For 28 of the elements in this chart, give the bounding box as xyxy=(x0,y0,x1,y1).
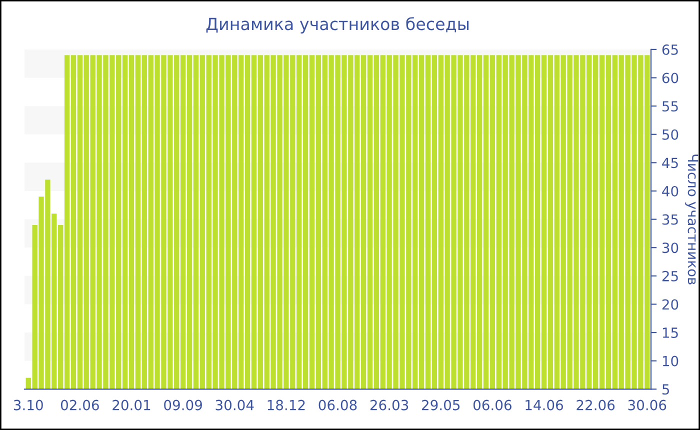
x-tick-label: 3.10 xyxy=(14,400,43,410)
y-tick-label: 60 xyxy=(662,72,678,84)
y-tick-label: 10 xyxy=(662,356,678,366)
x-tick-label: 09.09 xyxy=(164,400,202,410)
x-tick-label: 30.06 xyxy=(628,400,666,410)
chart-title: Динамика участников беседы xyxy=(206,17,469,34)
y-tick-label: 5 xyxy=(662,384,670,395)
y-tick-label: 50 xyxy=(662,129,678,140)
y-axis-title: Число участников xyxy=(685,154,698,284)
x-tick-label: 30.04 xyxy=(216,400,254,410)
y-tick-label: 65 xyxy=(662,44,678,55)
x-tick-label: 26.03 xyxy=(370,400,408,410)
y-tick-label: 15 xyxy=(662,328,678,338)
x-tick-label: 06.08 xyxy=(318,400,357,410)
x-tick-label: 18.12 xyxy=(268,400,305,410)
y-tick-label: 45 xyxy=(662,158,678,168)
y-tick-label: 20 xyxy=(662,299,678,310)
x-tick-label: 22.06 xyxy=(576,400,615,410)
x-tick-label: 20.01 xyxy=(112,400,150,410)
y-tick-label: 30 xyxy=(662,242,678,254)
x-tick-label: 29.05 xyxy=(422,400,460,410)
y-tick-label: 35 xyxy=(662,214,678,225)
x-tick-label: 06.06 xyxy=(473,400,512,410)
y-tick-label: 40 xyxy=(662,186,678,196)
y-tick-label: 25 xyxy=(662,270,678,282)
y-tick-label: 55 xyxy=(662,101,678,112)
x-tick-label: 02.06 xyxy=(60,400,99,410)
x-tick-label: 14.06 xyxy=(526,400,564,410)
